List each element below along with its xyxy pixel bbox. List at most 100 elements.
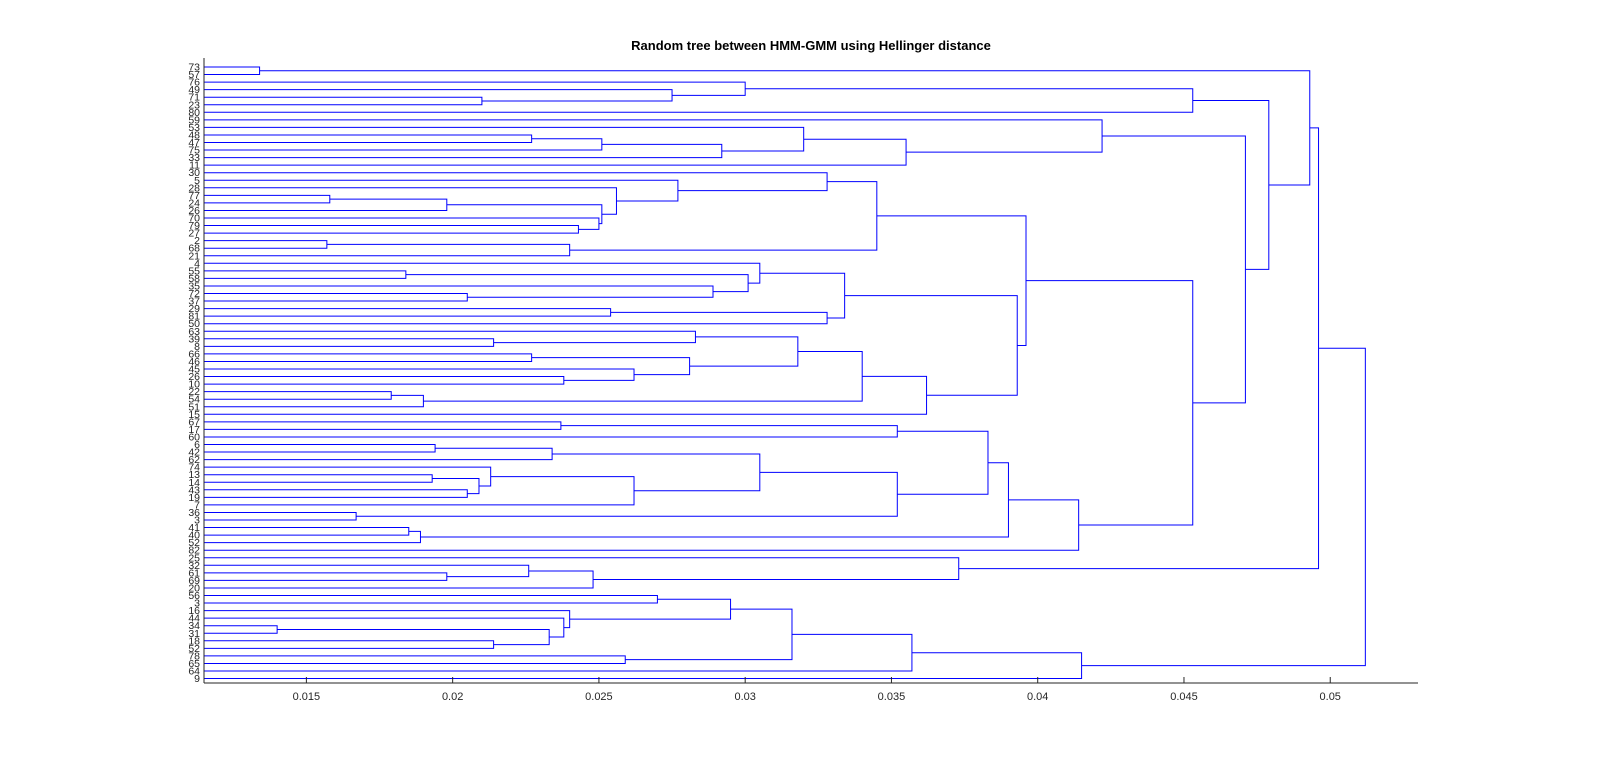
leaf-label: 10	[188, 379, 200, 391]
dendrogram-link	[204, 368, 635, 381]
leaf-label: 53	[188, 122, 200, 134]
leaf-label: 74	[188, 462, 200, 474]
dendrogram-link	[204, 444, 436, 453]
dendrogram-link	[204, 447, 553, 461]
dendrogram-link	[446, 204, 603, 225]
leaf-label: 82	[188, 545, 200, 557]
dendrogram-link	[204, 625, 278, 634]
leaf-label: 8	[194, 341, 200, 353]
leaf-label: 21	[188, 250, 200, 262]
dendrogram-link	[204, 466, 492, 487]
x-tick-label: 0.035	[878, 691, 906, 703]
dendrogram-link	[204, 652, 1083, 680]
leaf-label: 41	[188, 522, 200, 534]
leaf-label: 31	[188, 628, 200, 640]
leaf-label: 70	[188, 213, 200, 225]
dendrogram-link	[204, 375, 928, 415]
dendrogram-link	[204, 476, 635, 506]
dendrogram-link	[204, 179, 679, 202]
leaf-label: 13	[188, 469, 200, 481]
leaf-label: 32	[188, 560, 200, 572]
leaf-label: 65	[188, 658, 200, 670]
leaf-label: 34	[188, 620, 200, 632]
dendrogram-link	[204, 285, 714, 298]
leaf-label: 52	[188, 643, 200, 655]
dendrogram-link	[204, 640, 495, 649]
dendrogram-link	[204, 655, 626, 664]
dendrogram-link	[432, 477, 480, 495]
leaf-label: 47	[188, 137, 200, 149]
x-tick-label: 0.05	[1320, 691, 1341, 703]
leaf-label: 56	[188, 590, 200, 602]
leaf-label: 63	[188, 326, 200, 338]
leaf-label: 20	[188, 582, 200, 594]
leaf-label: 5	[194, 175, 200, 187]
dendrogram-link	[204, 617, 565, 638]
leaf-label: 55	[188, 265, 200, 277]
dendrogram-link	[204, 138, 603, 151]
dendrogram-link	[204, 330, 696, 344]
dendrogram-link	[204, 527, 410, 536]
dendrogram-link	[204, 308, 612, 317]
leaf-label: 19	[188, 492, 200, 504]
leaf-label: 43	[188, 484, 200, 496]
leaf-label: 75	[188, 145, 200, 157]
dendrogram-link	[204, 134, 533, 143]
leaf-label: 26	[188, 205, 200, 217]
leaf-label: 18	[188, 635, 200, 647]
dendrogram-link	[204, 262, 761, 284]
dendrogram-link	[204, 143, 723, 159]
leaf-label: 35	[188, 280, 200, 292]
dendrogram-link	[844, 295, 1018, 396]
dendrogram-link	[204, 89, 673, 102]
leaf-label: 42	[188, 447, 200, 459]
dendrogram-link	[1102, 135, 1246, 404]
leaf-label: 27	[188, 228, 200, 240]
dendrogram-link	[204, 353, 533, 362]
x-tick-label: 0.03	[734, 691, 755, 703]
dendrogram-link	[277, 628, 550, 646]
dendrogram-link	[420, 462, 1009, 538]
x-ticks: 0.015 0.02 0.025 0.03 0.035 0.04 0.045 0.05	[293, 677, 1341, 703]
leaf-label: 59	[188, 114, 200, 126]
dendrogram-link	[204, 489, 468, 498]
leaf-label: 48	[188, 129, 200, 141]
dendrogram-link	[204, 610, 571, 629]
dendrogram-link	[876, 215, 1027, 346]
leaf-label: 3	[194, 515, 200, 527]
dendrogram-link	[204, 243, 571, 257]
leaf-label: 26	[188, 371, 200, 383]
dendrogram-link	[405, 274, 749, 293]
leaf-label: 50	[188, 318, 200, 330]
leaf-label: 28	[188, 182, 200, 194]
dendrogram-link	[897, 430, 989, 495]
leaf-label: 61	[188, 567, 200, 579]
dendrogram-link	[204, 557, 960, 580]
leaf-label: 71	[188, 92, 200, 104]
leaf-label: 25	[188, 552, 200, 564]
leaf-label: 45	[188, 364, 200, 376]
leaf-label: 15	[188, 409, 200, 421]
dendrogram-link	[204, 572, 448, 581]
dendrogram-link	[1026, 280, 1194, 526]
leaf-label: 72	[188, 288, 200, 300]
leaf-label: 49	[188, 84, 200, 96]
leaf-label: 52	[188, 537, 200, 549]
dendrogram-link	[204, 311, 828, 325]
leaf-label: 2	[194, 235, 200, 247]
leaf-label: 30	[188, 167, 200, 179]
leaf-label: 58	[188, 273, 200, 285]
dendrogram-link	[204, 391, 392, 400]
leaf-label: 60	[188, 431, 200, 443]
dendrogram-link	[204, 194, 331, 204]
dendrogram-link	[204, 595, 658, 604]
leaf-label: 44	[188, 613, 200, 625]
dendrogram-link	[552, 453, 761, 492]
leaf-label: 64	[188, 666, 200, 678]
leaf-label: 4	[194, 258, 200, 270]
dendrogram-link	[625, 608, 793, 661]
leaf-label: 80	[188, 107, 200, 119]
dendrogram-link	[569, 598, 732, 620]
dendrogram-link	[204, 119, 1103, 153]
